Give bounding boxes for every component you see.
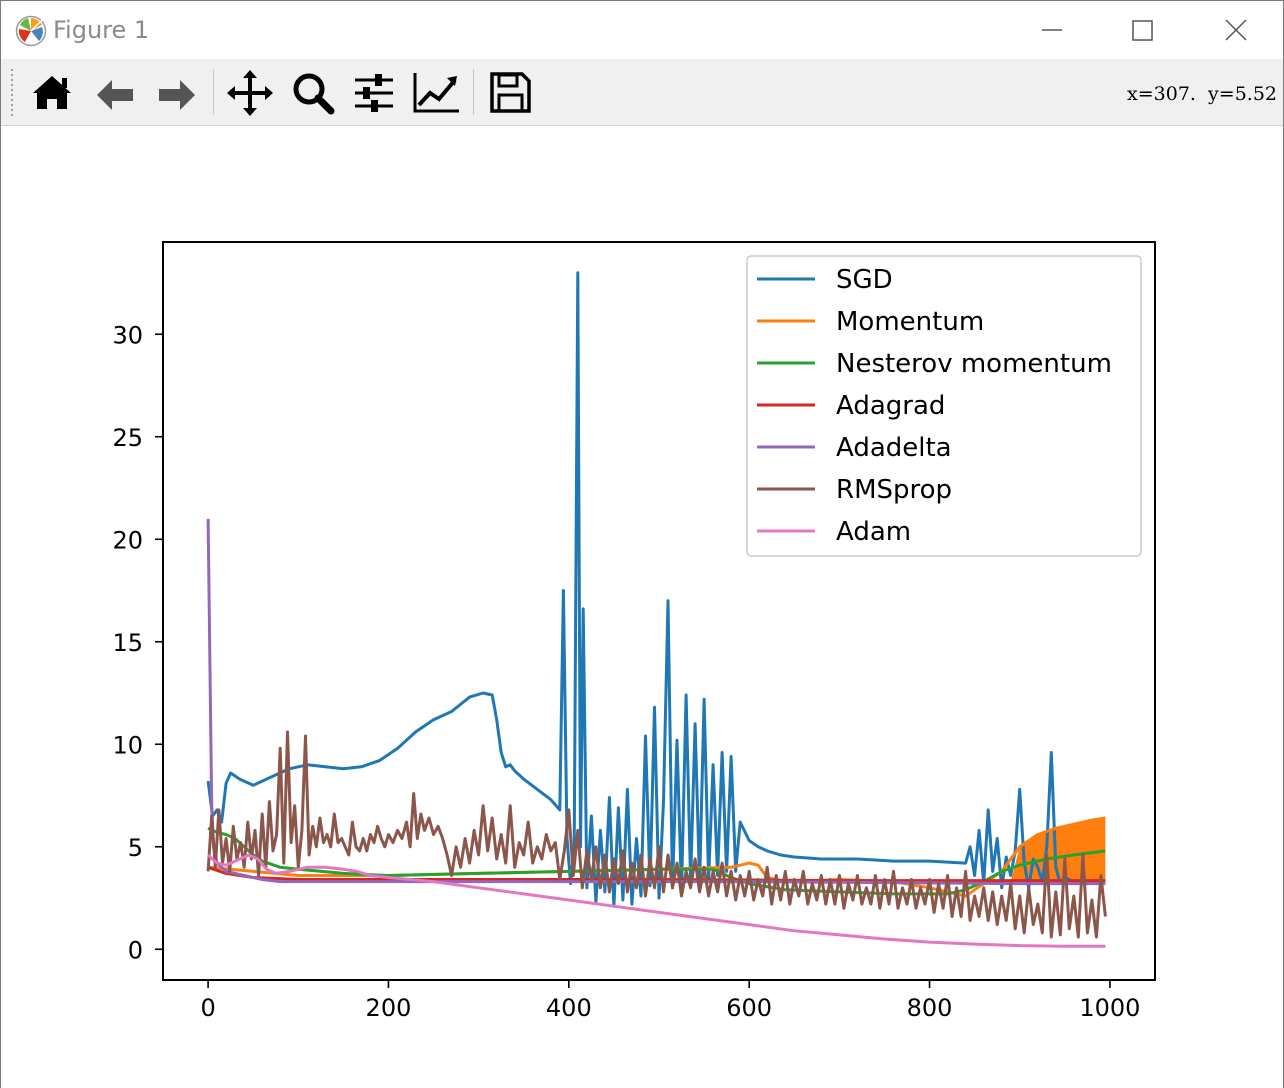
- y-tick-label: 25: [112, 424, 143, 452]
- back-button[interactable]: [89, 65, 143, 119]
- legend-label: SGD: [836, 265, 893, 295]
- window-title: Figure 1: [53, 16, 150, 44]
- x-tick-label: 600: [726, 994, 772, 1022]
- legend-label: Momentum: [836, 307, 984, 337]
- sliders-icon: [355, 74, 393, 112]
- arrow-left-icon: [97, 80, 133, 110]
- maximize-icon: [1132, 20, 1153, 41]
- legend-label: Nesterov momentum: [836, 349, 1112, 379]
- zoom-button[interactable]: [285, 65, 339, 119]
- close-icon: [1225, 19, 1247, 41]
- minimize-button[interactable]: [1029, 11, 1075, 49]
- legend-label: RMSprop: [836, 475, 952, 505]
- line-chart[interactable]: 0 200 400 600 800 1000 0 5 10 15 20 25 30 SGD Momentum…: [1, 126, 1283, 1088]
- legend: SGD Momentum Nesterov momentum Adagrad Adade…: [746, 255, 1142, 557]
- home-icon: [33, 76, 71, 109]
- y-tick-label: 0: [128, 936, 143, 964]
- x-tick-label: 200: [366, 994, 412, 1022]
- floppy-disk-icon: [490, 72, 531, 113]
- cursor-coordinates: x=307. y=5.52: [1127, 83, 1277, 105]
- series-line-rmsprop: [206, 730, 1107, 939]
- matplotlib-logo-icon: [15, 15, 47, 47]
- toolbar-separator: [213, 69, 214, 115]
- legend-box: [746, 255, 1142, 557]
- navigation-toolbar: x=307. y=5.52: [1, 59, 1283, 126]
- y-tick-label: 5: [128, 834, 143, 862]
- toolbar-separator: [473, 69, 474, 115]
- x-tick-label: 400: [546, 994, 592, 1022]
- axes-frame: [162, 241, 1156, 981]
- configure-subplots-button[interactable]: [347, 65, 401, 119]
- title-bar[interactable]: Figure 1: [1, 1, 1283, 59]
- x-tick-label: 800: [907, 994, 953, 1022]
- series-line-nesterov-momentum: [207, 826, 1106, 896]
- toolbar-grip-icon[interactable]: [10, 67, 16, 119]
- series-line-adadelta: [206, 518, 1106, 886]
- forward-button[interactable]: [149, 65, 203, 119]
- move-icon: [227, 70, 273, 116]
- pan-button[interactable]: [223, 65, 277, 119]
- save-button[interactable]: [483, 65, 537, 119]
- y-tick-label: 30: [112, 321, 143, 349]
- series-line-sgd: [206, 271, 1106, 908]
- series-line-adam: [207, 853, 1106, 948]
- figure-canvas[interactable]: 0 200 400 600 800 1000 0 5 10 15 20 25 30 SGD Momentum…: [1, 126, 1283, 1088]
- y-tick-label: 15: [112, 629, 143, 657]
- maximize-button[interactable]: [1120, 11, 1166, 49]
- magnifier-icon: [293, 73, 335, 115]
- y-tick-label: 10: [112, 731, 143, 759]
- legend-label: Adam: [836, 517, 911, 547]
- edit-axis-button[interactable]: [409, 65, 463, 119]
- y-tick-label: 20: [112, 526, 143, 554]
- plot-area: [206, 271, 1107, 948]
- line-chart-icon: [413, 73, 459, 113]
- x-tick-label: 0: [200, 994, 215, 1022]
- arrow-right-icon: [159, 80, 195, 110]
- home-button[interactable]: [25, 65, 79, 119]
- x-tick-label: 1000: [1079, 994, 1140, 1022]
- legend-label: Adadelta: [836, 433, 952, 463]
- close-button[interactable]: [1213, 11, 1259, 49]
- minimize-icon: [1042, 29, 1062, 31]
- legend-label: Adagrad: [836, 391, 945, 421]
